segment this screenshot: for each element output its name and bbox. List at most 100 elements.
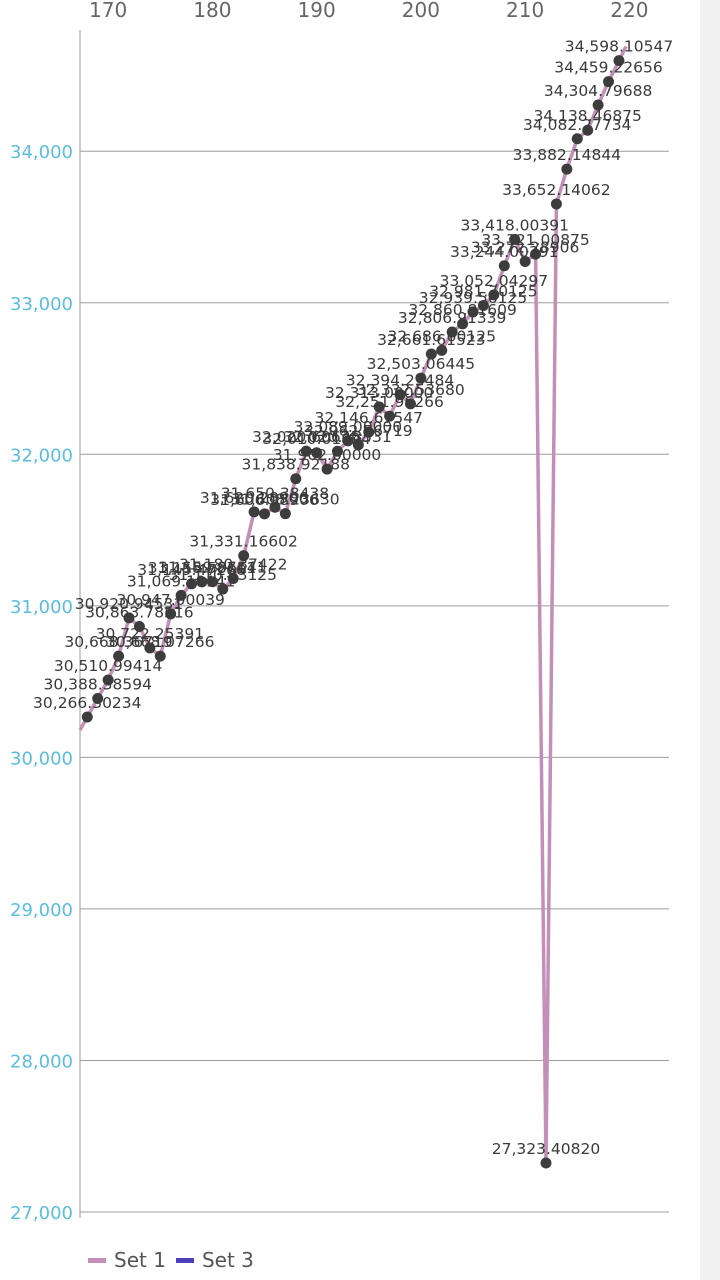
data-point[interactable] <box>436 344 448 356</box>
data-point[interactable] <box>196 576 208 588</box>
data-point[interactable] <box>592 99 604 111</box>
data-label: 30,863.78516 <box>85 603 193 621</box>
data-point[interactable] <box>248 506 260 518</box>
x-tick-label: 170 <box>89 0 127 22</box>
data-point[interactable] <box>81 711 93 723</box>
x-tick-label: 220 <box>610 0 648 22</box>
data-point[interactable] <box>373 401 385 413</box>
data-label: 31,608.23630 <box>231 491 339 509</box>
data-point[interactable] <box>217 583 229 595</box>
legend-item-set-1[interactable]: Set 1 <box>88 1248 166 1272</box>
data-label: 27,323.40820 <box>492 1140 600 1158</box>
data-point[interactable] <box>425 348 437 360</box>
data-label: 32,062.56719 <box>304 422 412 440</box>
data-point[interactable] <box>498 260 510 272</box>
data-point[interactable] <box>133 620 145 632</box>
data-label: 32,981.70125 <box>429 283 537 301</box>
data-point[interactable] <box>300 445 312 457</box>
data-point[interactable] <box>259 508 271 520</box>
legend-swatch-set-3 <box>175 1257 194 1263</box>
data-point[interactable] <box>571 133 583 145</box>
data-point[interactable] <box>331 445 343 457</box>
data-point[interactable] <box>457 318 469 330</box>
data-point[interactable] <box>530 248 542 260</box>
data-label: 32,010.01094 <box>262 430 370 448</box>
data-point[interactable] <box>321 463 333 475</box>
data-point[interactable] <box>113 650 125 662</box>
series-lines <box>78 45 628 1165</box>
series-line-set-1 <box>78 45 628 1165</box>
x-tick-label: 190 <box>298 0 336 22</box>
data-label: 30,388.38594 <box>43 676 151 694</box>
line-chart: 170 180 190 200 210 220 27,00028,00029,00030,… <box>10 0 673 1224</box>
data-point[interactable] <box>613 55 625 67</box>
data-point[interactable] <box>102 674 114 686</box>
data-label: 30,668.07266 <box>106 633 214 651</box>
data-point[interactable] <box>206 576 218 588</box>
data-label: 31,158.58711 <box>148 559 256 577</box>
data-point[interactable] <box>279 508 291 520</box>
data-label: 31,180.37422 <box>179 556 287 574</box>
y-tick-label: 28,000 <box>10 1051 73 1072</box>
data-label: 32,146.67547 <box>315 409 423 427</box>
data-label: 34,459.22656 <box>554 59 662 77</box>
data-point[interactable] <box>144 642 156 654</box>
data-point[interactable] <box>352 439 364 451</box>
y-tick-label: 27,000 <box>10 1203 73 1224</box>
data-label: 32,806.91339 <box>398 309 506 327</box>
data-point[interactable] <box>175 589 187 601</box>
y-tick-label: 29,000 <box>10 900 73 921</box>
scrollbar[interactable] <box>700 0 720 1280</box>
data-label: 31,650.38438 <box>221 484 329 502</box>
data-label: 32,332.53680 <box>356 381 464 399</box>
data-points[interactable] <box>81 55 625 1169</box>
data-point[interactable] <box>561 163 573 175</box>
data-point[interactable] <box>519 256 531 268</box>
data-label: 32,394.23484 <box>346 372 454 390</box>
data-point[interactable] <box>540 1157 552 1169</box>
legend: Set 1 Set 3 <box>88 1247 254 1273</box>
data-label: 31,110.83125 <box>169 566 277 584</box>
data-label: 34,304.79688 <box>544 82 652 100</box>
data-point[interactable] <box>404 398 416 410</box>
y-tick-label: 34,000 <box>10 142 73 163</box>
data-point[interactable] <box>394 389 406 401</box>
data-point[interactable] <box>488 289 500 301</box>
data-point[interactable] <box>238 550 250 562</box>
y-tick-label: 31,000 <box>10 597 73 618</box>
data-point[interactable] <box>165 608 177 620</box>
data-label: 31,145.47266 <box>137 561 245 579</box>
data-point[interactable] <box>582 124 594 136</box>
data-point[interactable] <box>415 372 427 384</box>
data-point[interactable] <box>269 501 281 513</box>
legend-swatch-set-1 <box>88 1257 106 1263</box>
data-point[interactable] <box>290 473 302 485</box>
data-label: 34,138.46875 <box>533 107 641 125</box>
data-label: 33,321.00875 <box>481 231 589 249</box>
data-point[interactable] <box>123 612 135 624</box>
data-point[interactable] <box>467 306 479 318</box>
y-axis-ticks: 27,000 28,000 29,000 30,000 31,000 32,000 33,0… <box>10 142 73 1224</box>
data-label: 30,722.25391 <box>96 625 204 643</box>
data-point[interactable] <box>477 300 489 312</box>
data-point[interactable] <box>92 693 104 705</box>
data-point[interactable] <box>509 233 521 245</box>
data-point[interactable] <box>550 198 562 210</box>
x-tick-label: 210 <box>506 0 544 22</box>
data-point[interactable] <box>227 573 239 585</box>
data-point[interactable] <box>446 326 458 338</box>
data-label: 34,598.10547 <box>565 38 673 56</box>
x-axis-ticks: 170 180 190 200 210 220 <box>89 0 648 22</box>
data-point[interactable] <box>186 578 198 590</box>
data-point[interactable] <box>154 650 166 662</box>
data-point[interactable] <box>363 426 375 438</box>
data-label: 33,052.04297 <box>440 272 548 290</box>
data-label: 33,652.14062 <box>502 181 610 199</box>
legend-item-set-3[interactable]: Set 3 <box>175 1248 254 1272</box>
data-point[interactable] <box>384 410 396 422</box>
data-point[interactable] <box>603 76 615 88</box>
data-point[interactable] <box>311 447 323 459</box>
data-label: 32,313.00000 <box>325 384 433 402</box>
data-point[interactable] <box>342 435 354 447</box>
